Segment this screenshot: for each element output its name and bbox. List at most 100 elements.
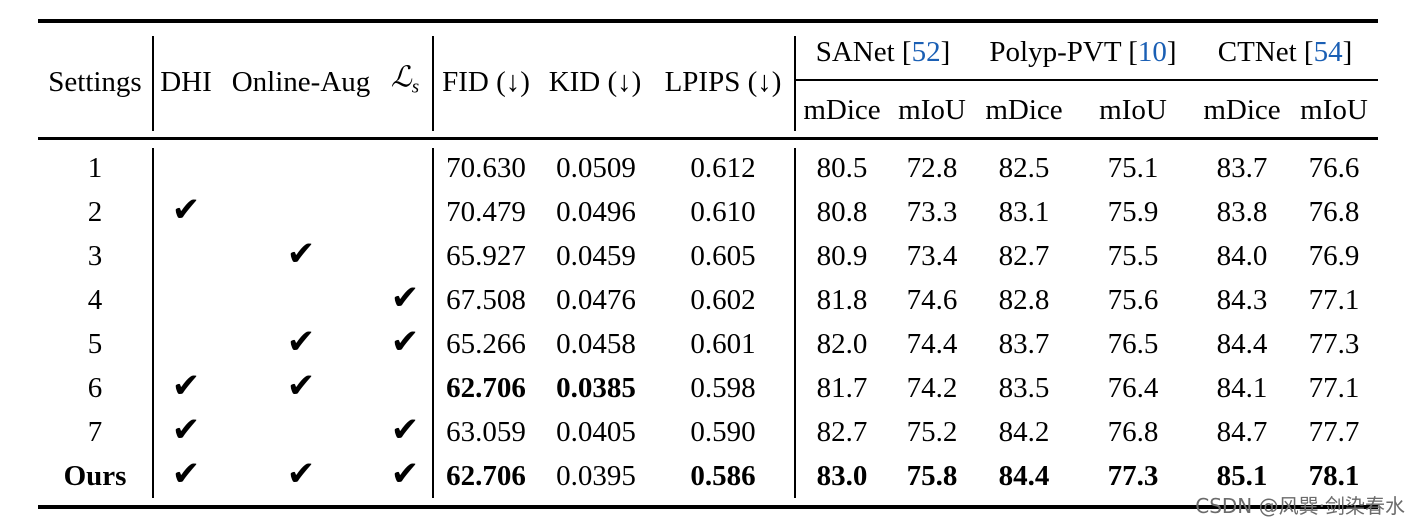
sanet-mdice-value: 80.8 bbox=[816, 196, 868, 228]
ctnet-mdice-value: 84.7 bbox=[1216, 416, 1268, 448]
top-rule bbox=[38, 19, 1378, 23]
group-header-sanet: SANet [52] bbox=[815, 36, 951, 68]
header-settings: Settings bbox=[48, 66, 142, 98]
pvt-miou-value: 75.9 bbox=[1107, 196, 1159, 228]
sanet-miou-value: 74.4 bbox=[906, 328, 958, 360]
header-rule bbox=[38, 137, 1378, 140]
lpips-value: 0.586 bbox=[690, 460, 756, 492]
fid-value: 63.059 bbox=[446, 416, 526, 448]
kid-value: 0.0405 bbox=[556, 416, 636, 448]
ctnet-mdice-value: 84.3 bbox=[1216, 284, 1268, 316]
subheader-ctnet-mdice: mDice bbox=[1203, 94, 1281, 126]
sanet-mdice-value: 82.7 bbox=[816, 416, 868, 448]
sanet-mdice-value: 81.7 bbox=[816, 372, 868, 404]
kid-value: 0.0509 bbox=[556, 152, 636, 184]
online-aug-check-icon: ✔ bbox=[286, 366, 316, 406]
kid-value: 0.0385 bbox=[556, 372, 636, 404]
header-ls: ℒs bbox=[391, 60, 419, 105]
sanet-miou-value: 74.6 bbox=[906, 284, 958, 316]
pvt-miou-value: 77.3 bbox=[1107, 460, 1159, 492]
lpips-value: 0.590 bbox=[690, 416, 756, 448]
watermark: CSDN @风巽·剑染春水 bbox=[1195, 494, 1405, 518]
fid-value: 67.508 bbox=[446, 284, 526, 316]
lpips-value: 0.602 bbox=[690, 284, 756, 316]
header-separator-metrics bbox=[794, 36, 796, 131]
ls-subscript: s bbox=[411, 76, 420, 98]
kid-value: 0.0395 bbox=[556, 460, 636, 492]
header-separator-ablation bbox=[432, 36, 434, 131]
pvt-mdice-value: 82.8 bbox=[998, 284, 1050, 316]
row-setting: 6 bbox=[87, 372, 103, 404]
fid-value: 70.630 bbox=[446, 152, 526, 184]
ctnet-miou-value: 77.3 bbox=[1308, 328, 1360, 360]
header-fid: FID (↓) bbox=[442, 66, 530, 98]
sanet-miou-value: 72.8 bbox=[906, 152, 958, 184]
header-separator-settings bbox=[152, 36, 154, 131]
pvt-miou-value: 76.8 bbox=[1107, 416, 1159, 448]
ctnet-mdice-value: 84.1 bbox=[1216, 372, 1268, 404]
pvt-mdice-value: 82.5 bbox=[998, 152, 1050, 184]
citation: 10 bbox=[1137, 36, 1167, 68]
ctnet-miou-value: 77.1 bbox=[1308, 284, 1360, 316]
ctnet-mdice-value: 84.0 bbox=[1216, 240, 1268, 272]
pvt-miou-value: 75.6 bbox=[1107, 284, 1159, 316]
pvt-mdice-value: 83.1 bbox=[998, 196, 1050, 228]
sanet-mdice-value: 81.8 bbox=[816, 284, 868, 316]
subheader-sanet-miou: mIoU bbox=[898, 94, 966, 126]
sanet-miou-value: 75.2 bbox=[906, 416, 958, 448]
subheader-pvt-miou: mIoU bbox=[1099, 94, 1167, 126]
ls-check-icon: ✔ bbox=[390, 454, 420, 494]
group-header-polyp-pvt: Polyp-PVT [10] bbox=[989, 36, 1177, 68]
citation: 54 bbox=[1313, 36, 1343, 68]
ctnet-mdice-value: 85.1 bbox=[1216, 460, 1268, 492]
row-setting: 2 bbox=[87, 196, 103, 228]
header-online-aug: Online-Aug bbox=[231, 66, 371, 98]
lpips-value: 0.605 bbox=[690, 240, 756, 272]
dhi-check-icon: ✔ bbox=[171, 410, 201, 450]
group-name: Polyp-PVT bbox=[989, 36, 1122, 68]
ls-check-icon: ✔ bbox=[390, 322, 420, 362]
kid-value: 0.0459 bbox=[556, 240, 636, 272]
row-setting: 1 bbox=[87, 152, 103, 184]
row-setting: 7 bbox=[87, 416, 103, 448]
row-setting: Ours bbox=[63, 460, 127, 492]
sanet-miou-value: 74.2 bbox=[906, 372, 958, 404]
pvt-mdice-value: 84.4 bbox=[998, 460, 1050, 492]
sanet-mdice-value: 80.5 bbox=[816, 152, 868, 184]
ls-check-icon: ✔ bbox=[390, 278, 420, 318]
header-kid: KID (↓) bbox=[548, 66, 642, 98]
fid-value: 62.706 bbox=[446, 460, 526, 492]
bottom-rule bbox=[38, 505, 1378, 509]
sanet-mdice-value: 83.0 bbox=[816, 460, 868, 492]
online-aug-check-icon: ✔ bbox=[286, 454, 316, 494]
kid-value: 0.0496 bbox=[556, 196, 636, 228]
pvt-mdice-value: 83.7 bbox=[998, 328, 1050, 360]
sanet-mdice-value: 80.9 bbox=[816, 240, 868, 272]
row-setting: 5 bbox=[87, 328, 103, 360]
body-separator-metrics bbox=[794, 148, 796, 498]
subheader-pvt-mdice: mDice bbox=[985, 94, 1063, 126]
online-aug-check-icon: ✔ bbox=[286, 234, 316, 274]
pvt-miou-value: 76.4 bbox=[1107, 372, 1159, 404]
ctnet-mdice-value: 83.8 bbox=[1216, 196, 1268, 228]
group-name: CTNet bbox=[1217, 36, 1297, 68]
row-setting: 4 bbox=[87, 284, 103, 316]
citation: 52 bbox=[911, 36, 941, 68]
ctnet-miou-value: 77.1 bbox=[1308, 372, 1360, 404]
dhi-check-icon: ✔ bbox=[171, 190, 201, 230]
header-dhi: DHI bbox=[160, 66, 212, 98]
online-aug-check-icon: ✔ bbox=[286, 322, 316, 362]
dhi-check-icon: ✔ bbox=[171, 454, 201, 494]
kid-value: 0.0458 bbox=[556, 328, 636, 360]
fid-value: 65.266 bbox=[446, 328, 526, 360]
sanet-mdice-value: 82.0 bbox=[816, 328, 868, 360]
lpips-value: 0.610 bbox=[690, 196, 756, 228]
subheader-sanet-mdice: mDice bbox=[803, 94, 881, 126]
ctnet-miou-value: 77.7 bbox=[1308, 416, 1360, 448]
body-separator-settings bbox=[152, 148, 154, 498]
body-separator-ablation bbox=[432, 148, 434, 498]
group-name: SANet bbox=[815, 36, 895, 68]
group-header-ctnet: CTNet [54] bbox=[1217, 36, 1353, 68]
lpips-value: 0.598 bbox=[690, 372, 756, 404]
fid-value: 65.927 bbox=[446, 240, 526, 272]
